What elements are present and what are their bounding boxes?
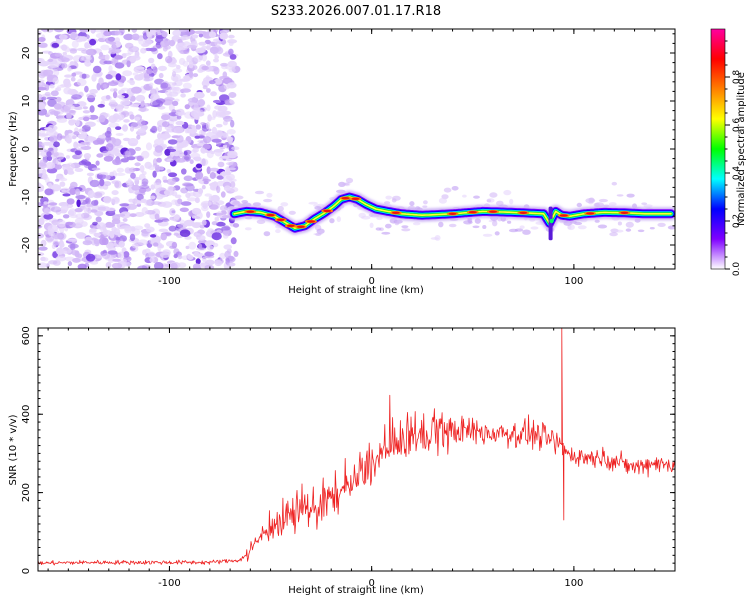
snr-axes: -100 0 100 0 200 400 600 — [21, 326, 675, 589]
spectrogram-x-tick-label: -100 — [158, 276, 181, 287]
signal-peak-core — [246, 210, 255, 213]
spectrogram-x-tick-label: 0 — [368, 276, 374, 287]
spectrogram-y-axis-label: Frequency (Hz) — [8, 111, 19, 187]
colorbar: 0.0 0.2 0.4 0.6 0.8 Normalized spectral ampl… — [710, 28, 747, 277]
signal-peak-core — [448, 212, 457, 215]
signal-peak-core — [559, 214, 568, 217]
signal-peak-core — [307, 220, 315, 223]
signal-peak-core — [489, 210, 497, 213]
colorbar-tick-label: 0.6 — [732, 118, 742, 133]
spectrogram-y-tick-label: 20 — [21, 47, 32, 60]
signal-peak-core — [276, 218, 285, 221]
snr-y-tick-label: 600 — [21, 326, 32, 345]
snr-x-axis-label: Height of straight line (km) — [288, 585, 424, 596]
colorbar-tick-label: 0.0 — [732, 262, 742, 277]
signal-disturbance — [548, 206, 553, 241]
colorbar-label: Normalized spectral amplitude — [736, 72, 747, 226]
colorbar-gradient — [710, 28, 726, 270]
figure-title: S233.2026.007.01.17.R18 — [271, 4, 441, 19]
signal-peak-core — [341, 197, 350, 200]
snr-y-axis-label: SNR (10 * v/v) — [8, 414, 19, 485]
snr-series-line — [38, 328, 675, 566]
signal-peak-core — [586, 212, 595, 215]
colorbar-tick-label: 0.2 — [732, 214, 742, 228]
snr-plot-area — [38, 328, 675, 566]
signal-peak-core — [296, 225, 305, 228]
snr-y-tick-label: 400 — [21, 405, 32, 424]
spectrogram-x-axis-label: Height of straight line (km) — [288, 285, 424, 296]
signal-peak-core — [286, 224, 295, 227]
snr-x-tick-label: -100 — [158, 578, 181, 589]
signal-peak-core — [351, 197, 360, 200]
snr-y-tick-label: 0 — [21, 568, 32, 574]
snr-frame — [37, 327, 676, 572]
spectrogram-y-tick-label: -10 — [21, 189, 32, 205]
signal-peak-core — [323, 209, 332, 213]
snr-x-tick-label: 0 — [368, 578, 374, 589]
signal-peak-core — [620, 211, 629, 214]
spectrogram-y-tick-label: -20 — [21, 237, 32, 253]
snr-y-tick-label: 200 — [21, 483, 32, 502]
spectrogram-x-tick-label: 100 — [564, 276, 583, 287]
spectrogram-plot-area — [38, 29, 675, 269]
signal-peak-core — [266, 213, 275, 217]
signal-peak-core — [468, 211, 477, 214]
signal-peak-core — [519, 211, 528, 214]
snr-panel: -100 0 100 0 200 400 600 Height of straight li… — [8, 326, 676, 596]
spectrogram-y-tick-label: 0 — [21, 146, 32, 152]
signal-disturbance-core — [549, 218, 554, 224]
spectrogram-y-tick-label: 10 — [21, 95, 32, 108]
noise-speckle-region — [38, 29, 675, 269]
colorbar-ticks: 0.0 0.2 0.4 0.6 0.8 — [725, 40, 742, 277]
signal-peak-core — [391, 211, 400, 214]
colorbar-tick-label: 0.4 — [732, 166, 742, 181]
snr-x-tick-label: 100 — [564, 578, 583, 589]
colorbar-tick-label: 0.8 — [732, 70, 742, 85]
signal-track — [227, 190, 675, 241]
